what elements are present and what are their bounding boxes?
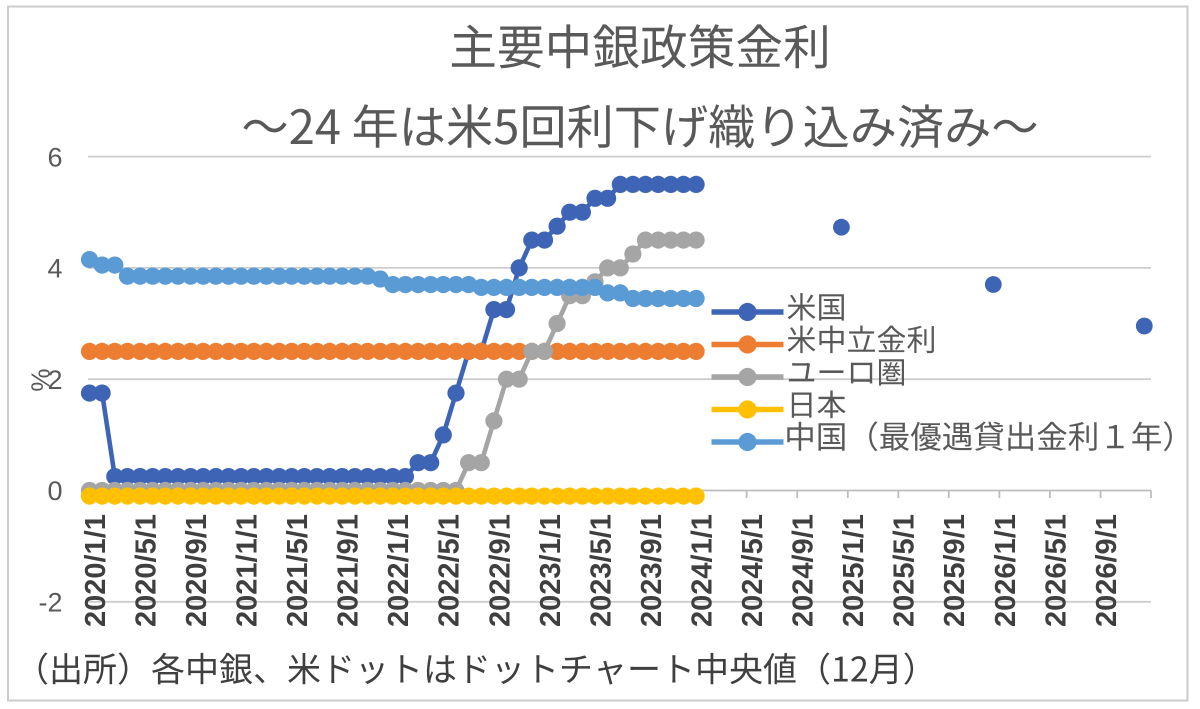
svg-text:2021/9/1: 2021/9/1 bbox=[333, 514, 365, 627]
svg-text:2024/5/1: 2024/5/1 bbox=[737, 514, 769, 627]
svg-text:2023/5/1: 2023/5/1 bbox=[585, 514, 617, 627]
svg-text:2025/1/1: 2025/1/1 bbox=[838, 514, 870, 627]
svg-text:2022/5/1: 2022/5/1 bbox=[434, 514, 466, 627]
svg-text:2024/9/1: 2024/9/1 bbox=[788, 514, 820, 627]
svg-text:2020/5/1: 2020/5/1 bbox=[131, 514, 163, 627]
svg-text:2023/9/1: 2023/9/1 bbox=[636, 514, 668, 627]
svg-text:6: 6 bbox=[47, 142, 62, 172]
svg-text:2026/5/1: 2026/5/1 bbox=[1040, 514, 1072, 627]
svg-text:2020/1/1: 2020/1/1 bbox=[80, 514, 112, 627]
svg-text:2026/1/1: 2026/1/1 bbox=[990, 514, 1022, 627]
svg-text:2: 2 bbox=[47, 365, 62, 395]
svg-text:2021/1/1: 2021/1/1 bbox=[232, 514, 264, 627]
svg-text:2021/5/1: 2021/5/1 bbox=[282, 514, 314, 627]
svg-text:-2: -2 bbox=[38, 588, 62, 618]
svg-text:2026/9/1: 2026/9/1 bbox=[1091, 514, 1123, 627]
svg-text:2020/9/1: 2020/9/1 bbox=[181, 514, 213, 627]
svg-text:2023/1/1: 2023/1/1 bbox=[535, 514, 567, 627]
svg-text:2024/1/1: 2024/1/1 bbox=[687, 514, 719, 627]
svg-text:2022/1/1: 2022/1/1 bbox=[383, 514, 415, 627]
svg-text:%: % bbox=[26, 368, 56, 391]
svg-text:2025/9/1: 2025/9/1 bbox=[939, 514, 971, 627]
svg-text:0: 0 bbox=[47, 476, 62, 506]
svg-text:2025/5/1: 2025/5/1 bbox=[889, 514, 921, 627]
svg-text:2022/9/1: 2022/9/1 bbox=[484, 514, 516, 627]
svg-text:4: 4 bbox=[47, 254, 62, 284]
